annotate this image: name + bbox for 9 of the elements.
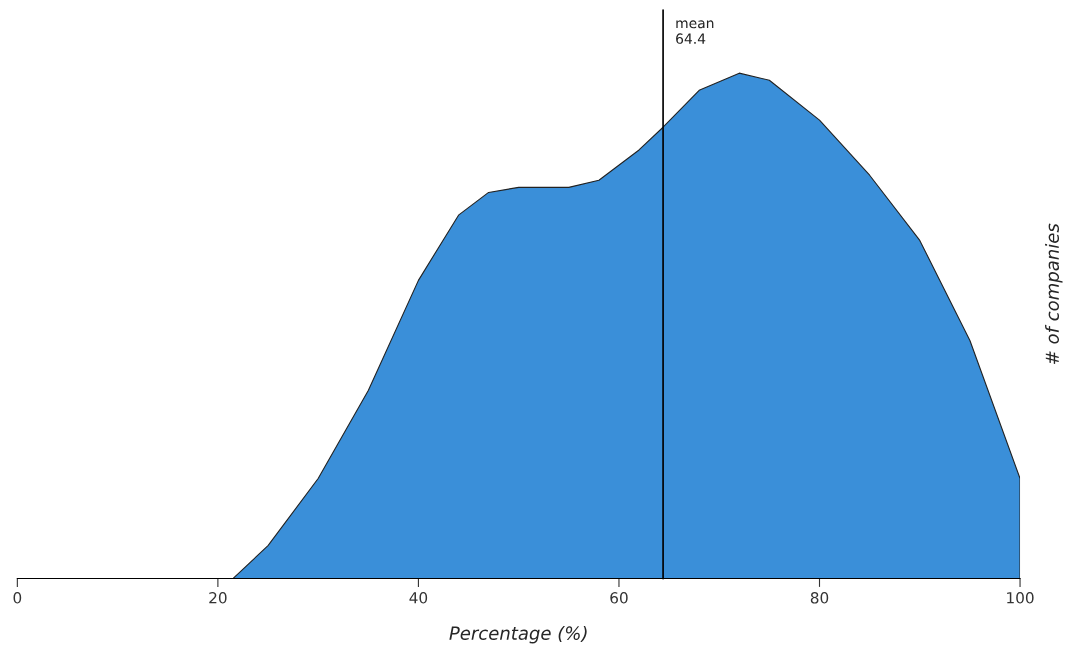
x-tick-label: 20 xyxy=(209,592,227,604)
x-axis-title: Percentage (%) xyxy=(449,625,587,644)
x-tick-label: 0 xyxy=(13,592,22,604)
x-tick-label: 80 xyxy=(810,592,829,604)
ref-line-label: mean 64.4 xyxy=(676,20,714,44)
y-axis-title: # of companies xyxy=(1045,223,1063,365)
x-tick-label: 100 xyxy=(1007,592,1034,604)
x-tick-label: 40 xyxy=(409,592,428,604)
x-tick-label: 60 xyxy=(610,592,628,604)
